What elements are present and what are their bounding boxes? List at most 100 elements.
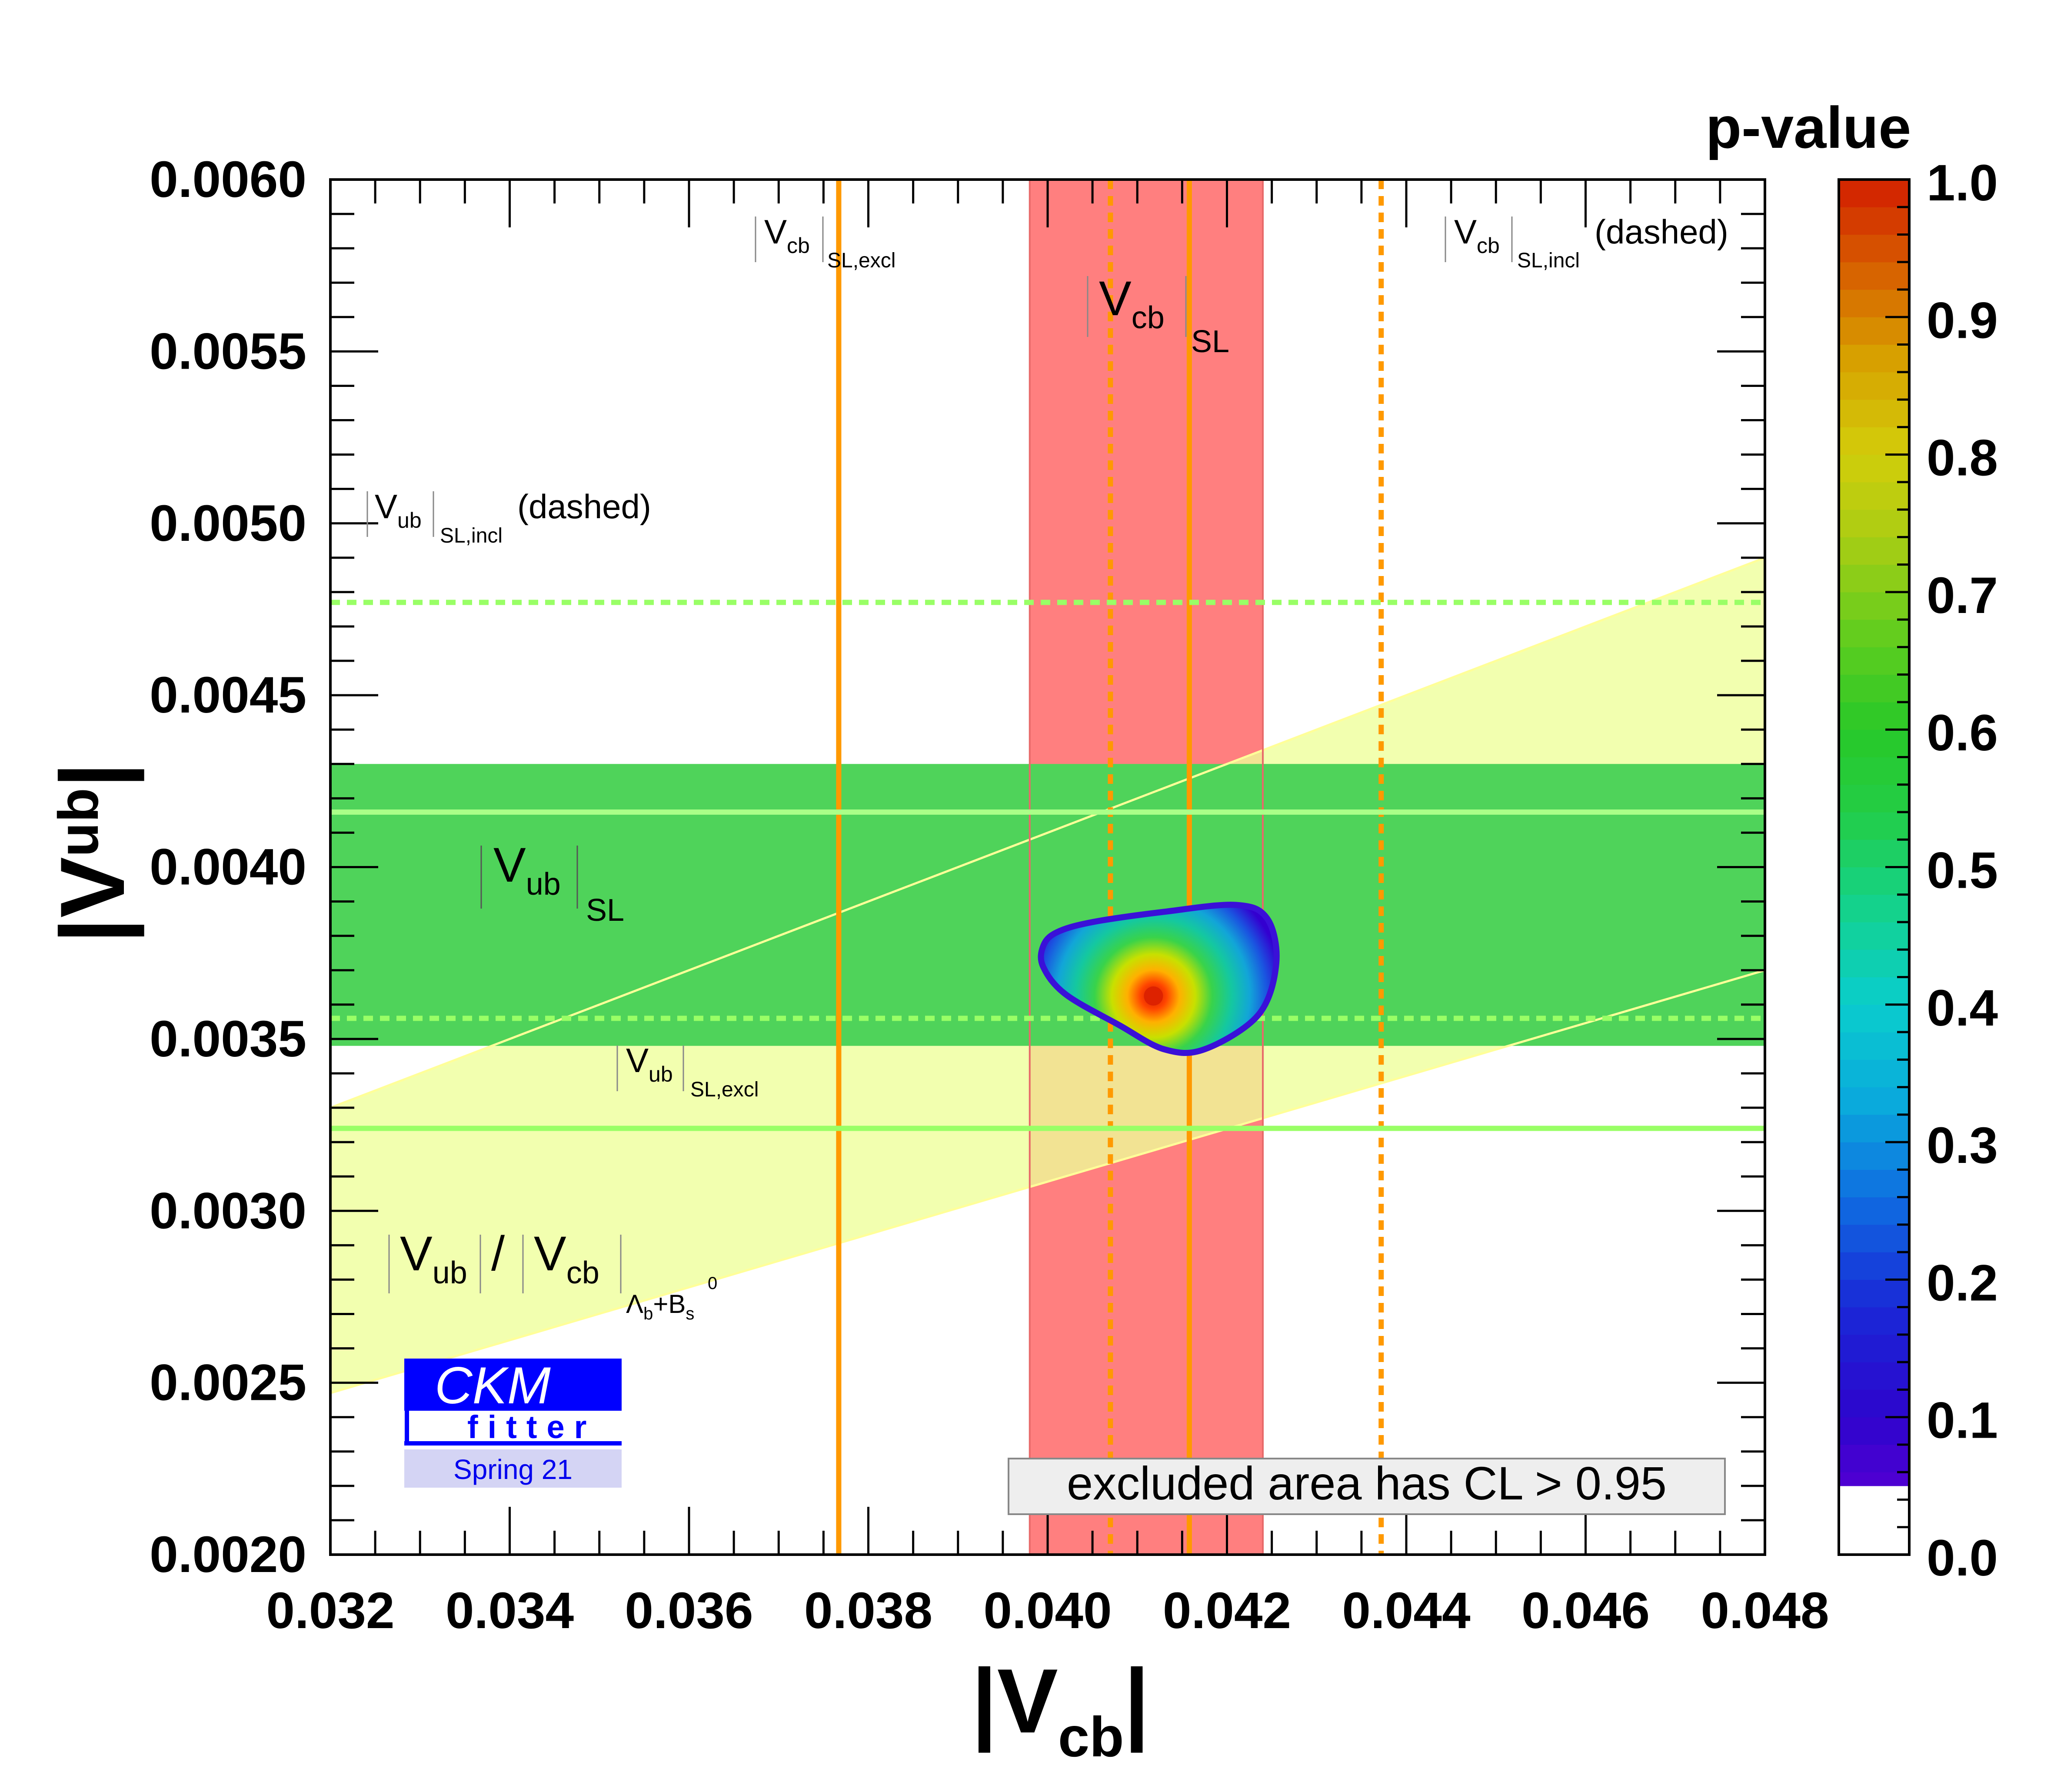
svg-text:Vub: Vub	[375, 487, 422, 533]
y-tick-label: 0.0055	[150, 323, 306, 380]
colorbar-bin	[1839, 290, 1909, 317]
x-tick-label: 0.036	[625, 1582, 753, 1639]
colorbar-bin	[1839, 262, 1909, 290]
colorbar-bin	[1839, 1059, 1909, 1088]
colorbar-bin	[1839, 234, 1909, 263]
colorbar-bin	[1839, 1087, 1909, 1115]
y-tick-label: 0.0020	[150, 1526, 306, 1583]
colorbar-bin	[1839, 1252, 1909, 1280]
annotation-vub-sl: Vub SL	[480, 838, 624, 928]
y-tick-label: 0.0040	[150, 839, 306, 896]
colorbar-title: p-value	[1706, 95, 1911, 160]
colorbar-tick-label: 0.2	[1927, 1254, 1998, 1312]
fit-region-contour	[1038, 902, 1280, 1056]
colorbar-bin	[1839, 427, 1909, 455]
colorbar-bin	[1839, 372, 1909, 400]
svg-text:Vcb: Vcb	[1099, 271, 1165, 335]
svg-text:SL,incl: SL,incl	[440, 524, 503, 547]
svg-text:Vcb: Vcb	[1454, 213, 1500, 258]
y-tick-label: 0.0025	[150, 1354, 306, 1412]
colorbar-bin	[1839, 1142, 1909, 1170]
colorbar-tick-label: 0.8	[1927, 430, 1998, 487]
colorbar-tick-label: 0.9	[1927, 292, 1998, 349]
colorbar-bin	[1839, 839, 1909, 867]
svg-text:Vub: Vub	[400, 1226, 467, 1290]
colorbar-bin	[1839, 894, 1909, 923]
annotation-vcb-sl: Vcb SL	[1087, 271, 1229, 359]
colorbar-tick-label: 0.7	[1927, 567, 1998, 624]
x-tick-label: 0.040	[983, 1582, 1112, 1639]
annotation-vub-incl: Vub SL,incl (dashed)	[366, 487, 651, 547]
colorbar-bin	[1839, 1004, 1909, 1033]
colorbar-bin	[1839, 1417, 1909, 1445]
ratio-lower-edge	[330, 969, 1765, 1394]
y-tick-label: 0.0045	[150, 666, 306, 724]
colorbar-bin	[1839, 537, 1909, 565]
svg-text:0: 0	[708, 1274, 717, 1293]
colorbar-bin	[1839, 620, 1909, 647]
colorbar-bin	[1839, 812, 1909, 840]
colorbar-bin	[1839, 1169, 1909, 1198]
colorbar-bin	[1839, 1389, 1909, 1418]
colorbar-bin	[1839, 454, 1909, 483]
svg-text:Vub: Vub	[626, 1041, 673, 1086]
colorbar-bin	[1839, 180, 1909, 207]
ckmfitter-logo: CKM fitter Spring 21	[404, 1356, 622, 1488]
colorbar-bin	[1839, 922, 1909, 950]
colorbar-tick-label: 0.6	[1927, 704, 1998, 762]
x-tick-label: 0.038	[804, 1582, 932, 1639]
annotation-vcb-incl: Vcb SL,incl (dashed)	[1445, 213, 1728, 272]
x-tick-label: 0.032	[266, 1582, 394, 1639]
colorbar-bin	[1839, 1362, 1909, 1390]
svg-text:CKM: CKM	[435, 1356, 551, 1415]
svg-text:/: /	[491, 1226, 505, 1281]
colorbar-bin	[1839, 207, 1909, 235]
x-axis-title: |Vcb|	[972, 1650, 1149, 1769]
colorbar-tick-label: 0.5	[1927, 842, 1998, 899]
colorbar-tick-label: 0.4	[1927, 979, 1998, 1037]
y-tick-label: 0.0060	[150, 151, 306, 208]
colorbar-bin	[1839, 1334, 1909, 1362]
svg-text:(dashed): (dashed)	[517, 487, 651, 526]
colorbar-bin	[1839, 977, 1909, 1005]
svg-text:SL: SL	[586, 893, 624, 928]
svg-text:Vcb: Vcb	[764, 213, 810, 258]
colorbar-bin	[1839, 1114, 1909, 1142]
svg-text:excluded area has CL > 0.95: excluded area has CL > 0.95	[1067, 1457, 1667, 1509]
svg-text:Λb+Bs: Λb+Bs	[626, 1289, 694, 1323]
svg-text:SL,excl: SL,excl	[827, 249, 896, 272]
colorbar-bin	[1839, 482, 1909, 510]
best-fit-point	[1144, 986, 1163, 1006]
colorbar-bin	[1839, 564, 1909, 593]
colorbar-bin	[1839, 592, 1909, 620]
y-tick-label: 0.0030	[150, 1182, 306, 1239]
colorbar-tick-label: 1.0	[1927, 154, 1998, 212]
colorbar-bin	[1839, 1307, 1909, 1335]
colorbar-bin	[1839, 317, 1909, 345]
colorbar-tick-label: 0.1	[1927, 1392, 1998, 1449]
colorbar-bin	[1839, 729, 1909, 757]
legend-box: excluded area has CL > 0.95	[1008, 1457, 1726, 1515]
colorbar-bin	[1839, 1197, 1909, 1225]
svg-text:(dashed): (dashed)	[1595, 213, 1728, 251]
y-tick-label: 0.0035	[150, 1010, 306, 1068]
colorbar-bin	[1839, 784, 1909, 813]
colorbar-bin	[1839, 1444, 1909, 1472]
colorbar-bin	[1839, 647, 1909, 675]
svg-text:SL: SL	[1191, 324, 1229, 359]
x-tick-label: 0.034	[446, 1582, 574, 1639]
annotation-vub-excl: Vub SL,excl	[616, 1041, 759, 1101]
y-axis-title: |Vub|	[41, 763, 144, 943]
colorbar-bin	[1839, 400, 1909, 427]
colorbar-tick-label: 0.0	[1927, 1529, 1998, 1587]
colorbar-bin	[1839, 1279, 1909, 1308]
x-tick-label: 0.042	[1163, 1582, 1291, 1639]
colorbar-bin	[1839, 344, 1909, 373]
svg-text:SL,incl: SL,incl	[1517, 249, 1580, 272]
colorbar-bin	[1839, 674, 1909, 703]
svg-text:fitter: fitter	[467, 1409, 596, 1445]
colorbar-bin	[1839, 757, 1909, 785]
colorbar-bin	[1839, 1224, 1909, 1252]
